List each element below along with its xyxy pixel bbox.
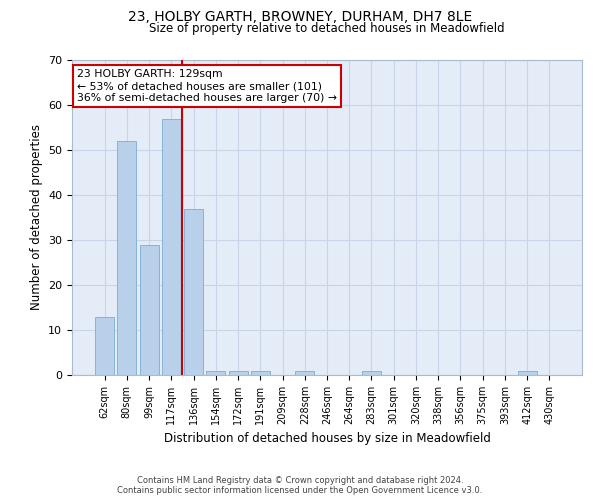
Text: 23, HOLBY GARTH, BROWNEY, DURHAM, DH7 8LE: 23, HOLBY GARTH, BROWNEY, DURHAM, DH7 8L… [128, 10, 472, 24]
Bar [229, 370, 248, 375]
Text: Contains HM Land Registry data © Crown copyright and database right 2024.
Contai: Contains HM Land Registry data © Crown c… [118, 476, 482, 495]
Bar [162, 118, 181, 375]
Bar [251, 370, 270, 375]
Bar [95, 316, 114, 375]
Bar [295, 370, 314, 375]
Bar [362, 370, 381, 375]
X-axis label: Distribution of detached houses by size in Meadowfield: Distribution of detached houses by size … [164, 432, 490, 446]
Y-axis label: Number of detached properties: Number of detached properties [29, 124, 43, 310]
Bar [184, 208, 203, 375]
Title: Size of property relative to detached houses in Meadowfield: Size of property relative to detached ho… [149, 22, 505, 35]
Bar [140, 244, 158, 375]
Text: 23 HOLBY GARTH: 129sqm
← 53% of detached houses are smaller (101)
36% of semi-de: 23 HOLBY GARTH: 129sqm ← 53% of detached… [77, 70, 337, 102]
Bar [118, 141, 136, 375]
Bar [518, 370, 536, 375]
Bar [206, 370, 225, 375]
